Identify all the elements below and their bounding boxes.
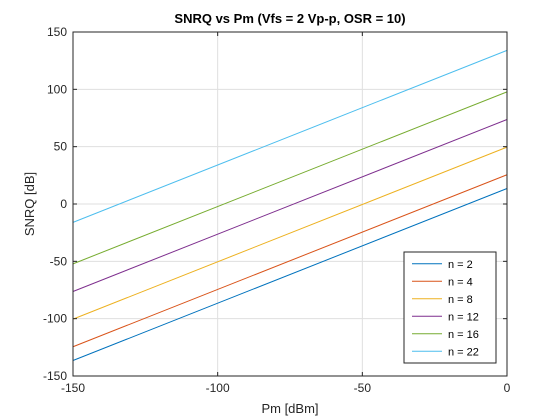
y-tick-label: 150 (47, 25, 67, 39)
legend-label: n = 8 (448, 294, 473, 306)
x-tick-label: -100 (206, 381, 230, 395)
y-tick-label: -50 (50, 254, 68, 268)
series-line-5 (72, 91, 508, 265)
legend-label: n = 16 (448, 329, 479, 341)
series-line-4 (72, 119, 508, 292)
series-line-1 (72, 188, 508, 361)
chart-title: SNRQ vs Pm (Vfs = 2 Vp-p, OSR = 10) (174, 11, 405, 26)
y-tick-label: -100 (43, 312, 67, 326)
x-tick-label: -50 (354, 381, 372, 395)
x-axis-label: Pm [dBm] (261, 401, 318, 416)
x-tick-label: -150 (61, 381, 85, 395)
y-tick-label: -150 (43, 369, 67, 383)
ticks (72, 31, 508, 377)
x-tick-label: 0 (504, 381, 511, 395)
legend: n = 2 n = 4 n = 8 n = 12 n = 16 n = 22 (403, 251, 497, 364)
tick-labels: -150 -100 -50 0 -150 -100 -50 0 50 100 150 (43, 25, 511, 395)
legend-label: n = 4 (448, 276, 473, 288)
legend-label: n = 12 (448, 311, 479, 323)
legend-label: n = 2 (448, 259, 473, 271)
legend-box (403, 251, 497, 364)
y-axis-label: SNRQ [dB] (22, 172, 37, 236)
series-line-6 (72, 49, 508, 223)
series-line-3 (72, 146, 508, 320)
series-lines (72, 49, 508, 361)
y-tick-label: 50 (54, 140, 68, 154)
legend-label: n = 22 (448, 346, 479, 358)
y-tick-label: 0 (60, 197, 67, 211)
series-line-2 (72, 174, 508, 348)
y-tick-label: 100 (47, 82, 67, 96)
